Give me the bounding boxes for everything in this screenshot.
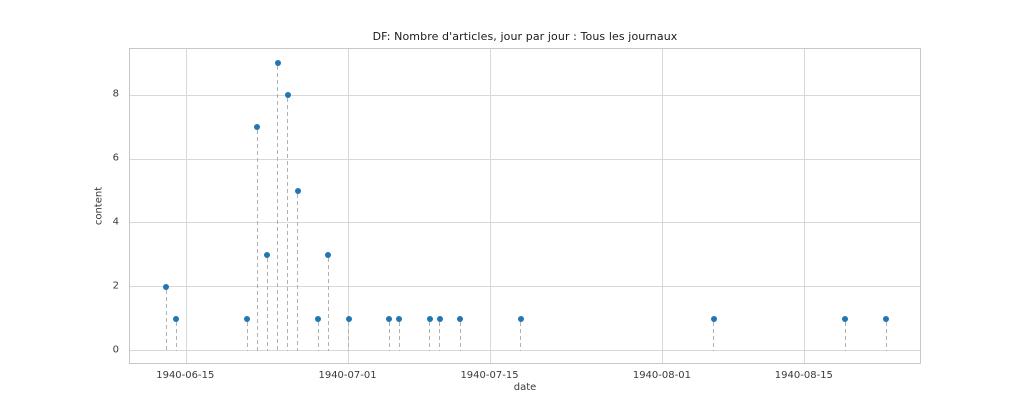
x-gridline <box>490 49 491 363</box>
x-gridline <box>348 49 350 363</box>
data-point <box>710 315 717 322</box>
stem-line <box>317 321 319 351</box>
y-gridline <box>130 222 920 224</box>
x-axis-label: date <box>513 382 537 393</box>
data-point <box>345 315 352 322</box>
x-gridline <box>804 49 806 363</box>
stem-line <box>439 321 441 351</box>
data-point <box>883 315 889 322</box>
data-point <box>264 251 271 258</box>
stem-line <box>327 257 329 351</box>
data-point <box>517 315 524 322</box>
y-tick-label: 8 <box>112 88 119 100</box>
x-tick-label: 1940-07-15 <box>460 370 519 381</box>
stem-line <box>429 321 431 351</box>
stem-line <box>175 321 177 351</box>
data-point <box>436 315 443 322</box>
stem-line <box>713 321 715 351</box>
y-gridline <box>130 94 920 96</box>
y-tick-label: 4 <box>112 216 119 228</box>
data-point <box>396 315 403 322</box>
y-tick-label: 6 <box>112 152 119 164</box>
data-point <box>426 315 433 322</box>
y-gridline <box>130 158 920 160</box>
stem-line <box>388 321 390 351</box>
stem-line <box>459 321 461 351</box>
data-point <box>163 283 169 290</box>
data-point <box>244 315 251 322</box>
stem-line <box>277 66 279 351</box>
data-point <box>274 60 281 67</box>
x-gridline <box>662 49 664 363</box>
data-point <box>386 315 393 322</box>
data-point <box>284 92 291 99</box>
stem-line <box>520 321 522 351</box>
y-axis-label: content <box>93 186 105 226</box>
stem-line <box>246 321 248 351</box>
data-point <box>294 188 301 195</box>
stem-line <box>165 289 167 351</box>
stem-line <box>844 321 846 351</box>
data-point <box>325 251 332 258</box>
y-gridline <box>130 350 920 352</box>
stem-line <box>266 257 268 351</box>
stem-line <box>885 321 887 351</box>
x-tick-label: 1940-08-01 <box>632 370 691 381</box>
stem-line <box>256 130 258 351</box>
chart-title: DF: Nombre d'articles, jour par jour : T… <box>372 30 678 43</box>
data-point <box>457 315 464 322</box>
stem-line <box>297 194 299 351</box>
stem-line <box>348 321 350 351</box>
data-point <box>842 315 849 322</box>
y-tick-label: 0 <box>112 344 119 356</box>
plot-area <box>129 48 921 364</box>
data-point <box>254 124 261 131</box>
x-tick-label: 1940-06-15 <box>156 370 215 381</box>
y-gridline <box>130 286 920 288</box>
x-gridline <box>185 49 187 363</box>
stem-line <box>398 321 400 351</box>
stem-line <box>287 98 289 351</box>
x-tick-label: 1940-08-15 <box>774 370 833 381</box>
data-point <box>173 315 180 322</box>
x-tick-label: 1940-07-01 <box>318 370 377 381</box>
data-point <box>315 315 322 322</box>
y-tick-label: 2 <box>112 280 119 292</box>
